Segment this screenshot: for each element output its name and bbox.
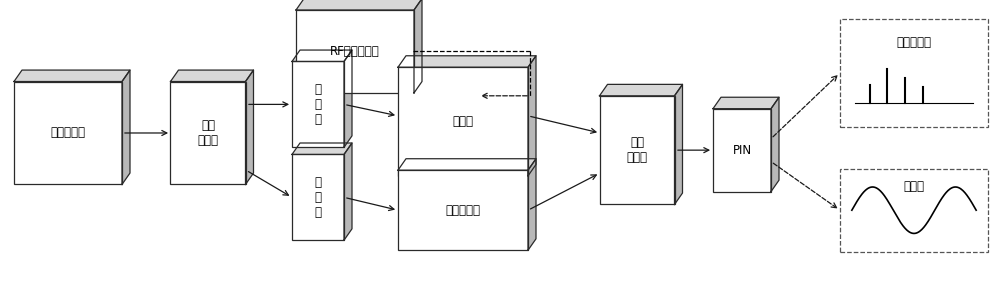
Text: 衰
减
器: 衰 减 器 xyxy=(314,176,322,219)
Text: 示波器: 示波器 xyxy=(904,180,924,194)
Text: 光纤
合路器: 光纤 合路器 xyxy=(626,136,648,164)
Bar xyxy=(398,170,528,250)
Polygon shape xyxy=(398,56,536,67)
Bar xyxy=(14,82,122,184)
Polygon shape xyxy=(713,97,779,109)
Polygon shape xyxy=(122,70,130,184)
Polygon shape xyxy=(528,159,536,250)
Bar xyxy=(170,82,246,184)
Polygon shape xyxy=(170,70,254,82)
Polygon shape xyxy=(292,50,352,61)
Text: 光纤
分路器: 光纤 分路器 xyxy=(198,119,218,147)
Polygon shape xyxy=(292,143,352,154)
Text: PIN: PIN xyxy=(732,144,752,157)
Polygon shape xyxy=(771,97,779,192)
Polygon shape xyxy=(296,0,422,10)
Bar xyxy=(296,10,414,93)
Bar xyxy=(840,19,988,127)
Text: 衰
减
器: 衰 减 器 xyxy=(314,83,322,126)
Bar xyxy=(292,154,344,240)
Bar xyxy=(292,61,344,147)
Text: 调制器: 调制器 xyxy=(452,115,474,128)
Text: 光纤延迟线: 光纤延迟线 xyxy=(446,204,480,217)
Polygon shape xyxy=(528,56,536,176)
Polygon shape xyxy=(14,70,130,82)
Polygon shape xyxy=(344,50,352,147)
Bar xyxy=(840,169,988,252)
Text: 光纤激光器: 光纤激光器 xyxy=(50,126,86,140)
Polygon shape xyxy=(344,143,352,240)
Polygon shape xyxy=(398,159,536,170)
Polygon shape xyxy=(600,84,682,96)
Bar xyxy=(713,109,771,192)
Polygon shape xyxy=(246,70,254,184)
Polygon shape xyxy=(674,84,682,204)
Text: 频谱分析仪: 频谱分析仪 xyxy=(896,36,932,49)
Text: RF信号发生器: RF信号发生器 xyxy=(330,45,380,58)
Bar xyxy=(600,96,674,204)
Bar xyxy=(398,67,528,176)
Polygon shape xyxy=(414,0,422,93)
